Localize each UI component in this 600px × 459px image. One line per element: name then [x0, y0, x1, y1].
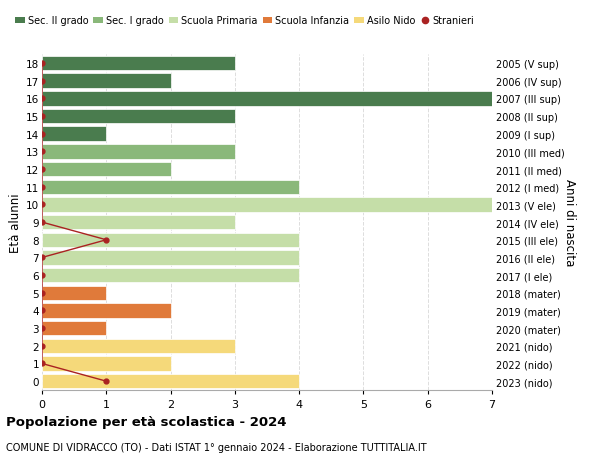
Bar — [42, 215, 235, 230]
Bar — [42, 233, 299, 247]
Bar — [42, 198, 492, 212]
Bar — [42, 74, 170, 89]
Legend: Sec. II grado, Sec. I grado, Scuola Primaria, Scuola Infanzia, Asilo Nido, Stran: Sec. II grado, Sec. I grado, Scuola Prim… — [16, 17, 475, 26]
Bar — [42, 374, 299, 389]
Bar — [42, 321, 106, 336]
Bar — [42, 357, 170, 371]
Bar — [42, 110, 235, 124]
Y-axis label: Anni di nascita: Anni di nascita — [563, 179, 576, 266]
Bar — [42, 339, 235, 353]
Bar — [42, 162, 170, 177]
Bar — [42, 269, 299, 283]
Text: Popolazione per età scolastica - 2024: Popolazione per età scolastica - 2024 — [6, 415, 287, 428]
Bar — [42, 286, 106, 300]
Bar — [42, 303, 170, 318]
Bar — [42, 92, 492, 106]
Bar — [42, 251, 299, 265]
Bar — [42, 56, 235, 71]
Y-axis label: Età alunni: Età alunni — [9, 193, 22, 252]
Bar — [42, 127, 106, 142]
Bar — [42, 180, 299, 195]
Bar — [42, 145, 235, 159]
Text: COMUNE DI VIDRACCO (TO) - Dati ISTAT 1° gennaio 2024 - Elaborazione TUTTITALIA.I: COMUNE DI VIDRACCO (TO) - Dati ISTAT 1° … — [6, 442, 427, 452]
